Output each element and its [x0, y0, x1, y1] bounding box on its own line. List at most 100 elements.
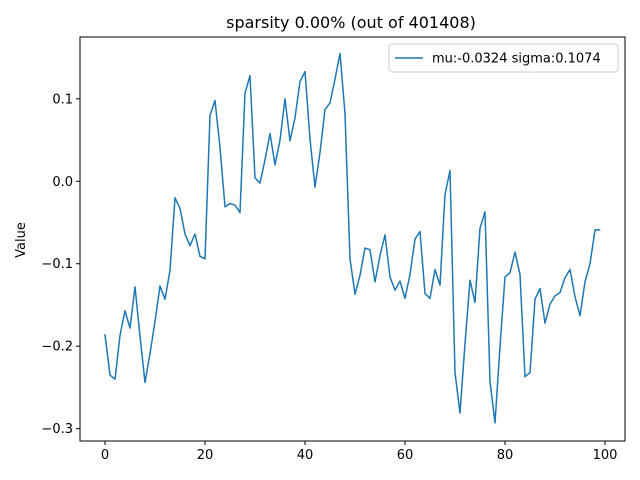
data-point	[174, 197, 176, 199]
data-point	[594, 229, 596, 231]
data-point	[249, 75, 251, 77]
data-point	[389, 276, 391, 278]
data-point	[359, 274, 361, 276]
data-point	[529, 371, 531, 374]
data-point	[369, 249, 371, 251]
data-point	[574, 296, 576, 298]
data-point	[119, 334, 121, 337]
data-point	[349, 258, 351, 260]
data-point	[139, 335, 141, 337]
data-point	[424, 292, 426, 295]
data-point	[154, 320, 156, 323]
axes-frame	[79, 36, 626, 442]
data-point	[159, 285, 161, 287]
data-point	[484, 211, 486, 213]
data-point	[269, 132, 271, 135]
y-tick-label: −0.1	[41, 257, 73, 272]
data-point	[569, 268, 571, 271]
data-point	[324, 108, 326, 111]
data-point	[189, 245, 191, 247]
x-tick-label: 40	[297, 448, 314, 463]
data-point	[224, 206, 226, 208]
data-point	[309, 138, 311, 140]
data-point	[144, 381, 146, 384]
chart-title: sparsity 0.00% (out of 401408)	[226, 13, 476, 32]
data-point	[554, 295, 556, 297]
data-point	[294, 117, 296, 119]
data-point	[299, 80, 301, 83]
data-point	[564, 277, 566, 279]
data-point	[254, 177, 256, 179]
legend: mu:-0.0324 sigma:0.1074	[388, 43, 619, 73]
data-point	[134, 286, 136, 288]
data-point	[259, 182, 261, 184]
data-point	[519, 273, 521, 276]
data-point	[509, 272, 511, 274]
data-point	[284, 98, 286, 100]
y-tick-label: 0.1	[52, 92, 73, 107]
data-point	[499, 345, 501, 347]
data-point	[244, 92, 246, 94]
data-point	[439, 284, 441, 286]
data-point	[419, 230, 421, 233]
data-point	[354, 293, 356, 295]
data-point	[374, 281, 376, 283]
data-point	[184, 233, 186, 235]
legend-label: mu:-0.0324 sigma:0.1074	[432, 52, 601, 67]
x-tick-label: 60	[397, 448, 414, 463]
data-point	[469, 279, 471, 281]
data-point	[274, 164, 276, 166]
data-point	[454, 371, 456, 374]
data-point	[584, 281, 586, 283]
data-point	[169, 269, 171, 271]
data-point	[409, 273, 411, 276]
series-line-0	[104, 52, 600, 424]
data-point	[599, 229, 601, 231]
y-axis-label: Value	[14, 222, 29, 258]
y-tick-label: −0.3	[41, 422, 73, 437]
data-point	[329, 102, 331, 104]
data-point	[459, 412, 461, 414]
data-point	[204, 258, 206, 260]
data-point	[494, 422, 496, 424]
legend-box	[388, 43, 619, 73]
axes: 0 20 40 60 80 100 −0.3 −0.2 −0.1 0.0 0.1	[41, 36, 626, 463]
data-point	[339, 52, 341, 55]
data-point	[504, 276, 506, 278]
data-point	[364, 247, 366, 249]
data-point	[114, 378, 116, 380]
data-point	[209, 114, 211, 116]
data-point	[489, 381, 491, 383]
data-point	[264, 159, 266, 161]
x-tick-label: 20	[197, 448, 214, 463]
data-point	[544, 322, 546, 324]
data-point	[549, 303, 551, 305]
data-point	[534, 298, 536, 300]
data-point	[199, 255, 201, 257]
data-point	[164, 298, 166, 300]
data-point	[414, 238, 416, 240]
y-tick-label: 0.0	[52, 175, 73, 190]
data-point	[219, 146, 221, 149]
data-point	[464, 343, 466, 345]
data-point	[559, 291, 561, 294]
data-point	[449, 169, 451, 172]
data-point	[434, 268, 436, 271]
data-point	[319, 151, 321, 154]
x-tick-label: 0	[101, 448, 109, 463]
data-point	[194, 233, 196, 235]
data-point	[344, 113, 346, 115]
data-point	[104, 334, 106, 336]
y-tick-label: −0.2	[41, 340, 73, 355]
data-point	[124, 310, 126, 312]
x-tick-label: 80	[497, 448, 514, 463]
data-point	[289, 140, 291, 142]
data-point	[539, 287, 541, 290]
data-point	[109, 374, 111, 376]
plot-area	[104, 52, 601, 424]
data-point	[234, 204, 236, 206]
data-point	[314, 186, 316, 188]
data-point	[304, 71, 306, 73]
data-point	[379, 254, 381, 257]
